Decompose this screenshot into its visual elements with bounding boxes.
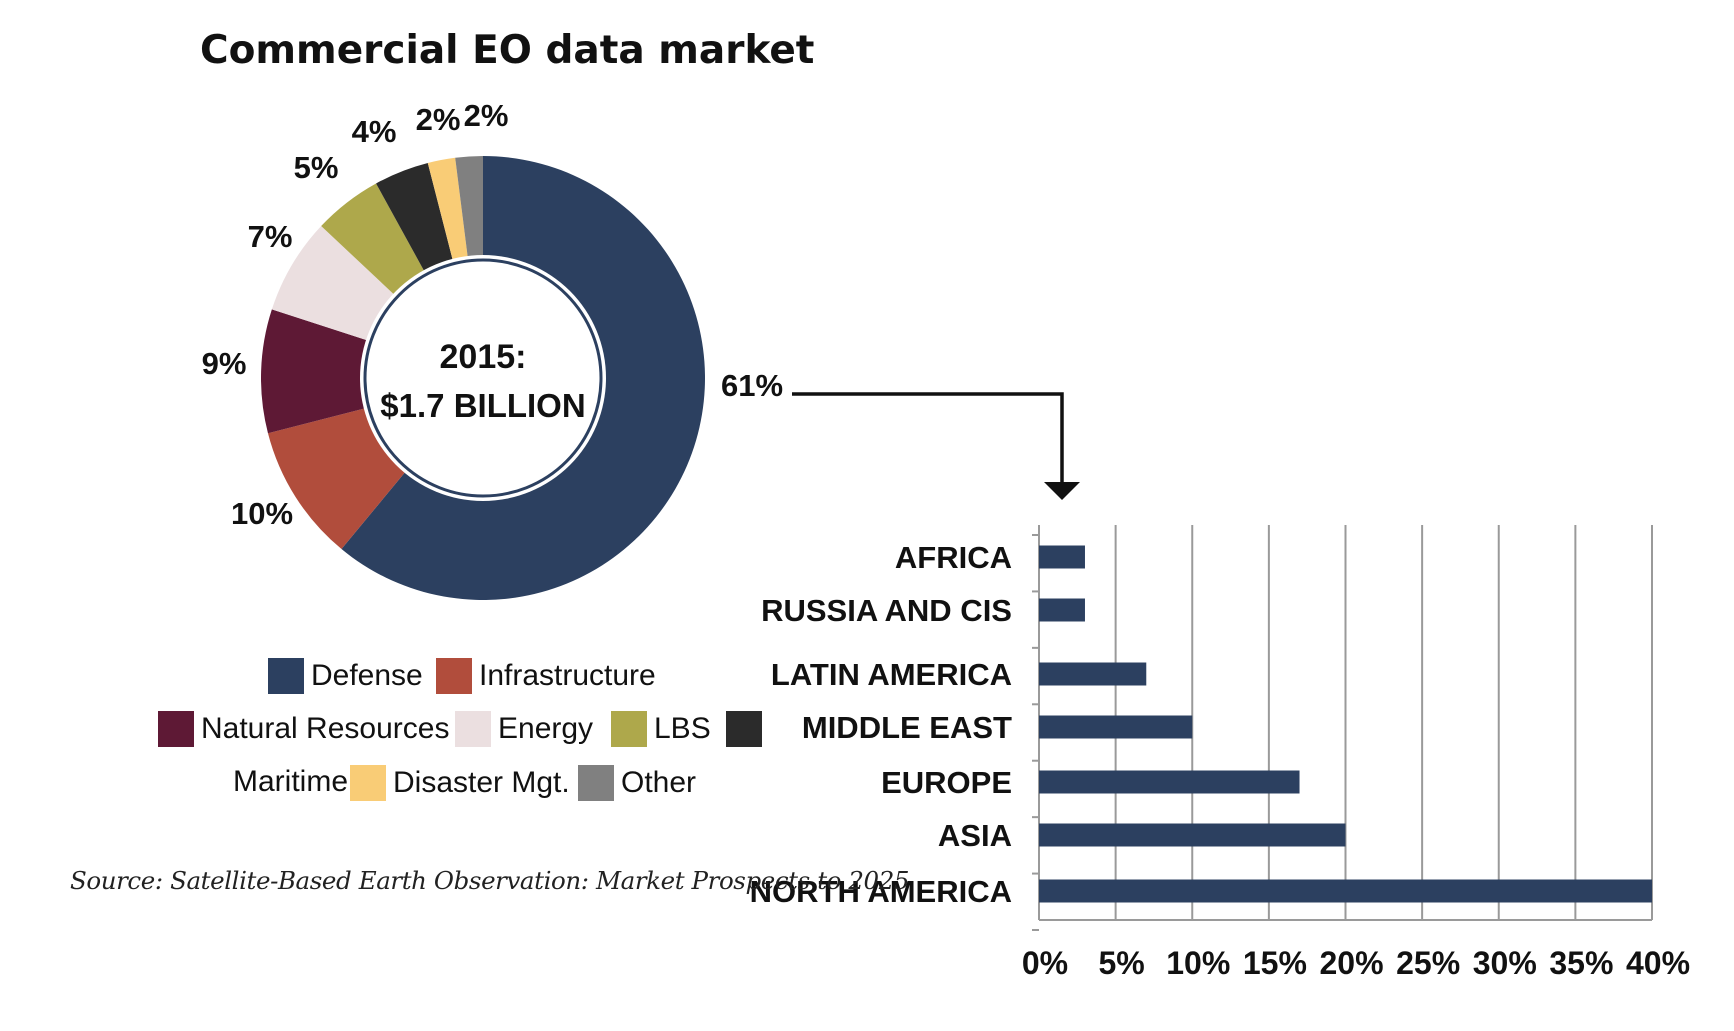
y-category-label: RUSSIA AND CIS [761, 593, 1012, 628]
pie-slice-disaster-mgt- [427, 157, 468, 260]
pie-slice-other [455, 156, 483, 257]
legend-swatch [436, 658, 472, 694]
pie-slice-label: 4% [352, 114, 397, 149]
legend-label: LBS [654, 712, 711, 745]
legend-item-infrastructure: Infrastructure [436, 658, 656, 694]
y-category-label: NORTH AMERICA [750, 874, 1012, 909]
legend-swatch [578, 765, 614, 801]
donut-chart: 61% 10% 9% 7%5% 4% 2% 2% 2015: $1.7 BILLION [202, 98, 783, 600]
legend-label: Other [621, 766, 697, 799]
legend-label: Infrastructure [479, 659, 656, 692]
bar-chart: 0% 5% 10% 15% 20% 25% 30% 35% 40% AFRICA RUSSIA AN… [750, 525, 1690, 981]
pie-slice-label: 2% [416, 102, 461, 137]
bar-europe [1039, 770, 1300, 794]
legend-swatch [268, 658, 304, 694]
x-tick-label: 10% [1166, 945, 1230, 981]
center-label-value: $1.7 BILLION [380, 387, 585, 424]
legend-swatch [158, 711, 194, 747]
y-category-label: AFRICA [895, 540, 1012, 575]
legend-item-natural-resources: Natural Resources [158, 711, 449, 747]
pie-slice-lbs [321, 183, 425, 295]
legend-item-maritime: Maritime [233, 765, 348, 799]
pie-slice-infrastructure [267, 408, 406, 550]
x-tick-label: 20% [1319, 945, 1383, 981]
connector-arrow [792, 392, 1080, 500]
legend-swatch [455, 711, 491, 747]
y-category-label: EUROPE [881, 765, 1012, 800]
center-label-year: 2015: [440, 338, 527, 376]
y-category-label: LATIN AMERICA [771, 657, 1012, 692]
legend-item-other: Other [578, 765, 696, 801]
x-tick-label: 5% [1099, 945, 1145, 981]
pie-chart-title: Commercial EO data market [200, 28, 815, 73]
donut-inner-ring [363, 258, 603, 498]
bar-africa [1039, 545, 1085, 569]
legend-label: Energy [498, 712, 594, 745]
pie-slice-energy [271, 226, 395, 341]
bar-russia-and-cis [1039, 598, 1085, 622]
legend-item-disaster: Disaster Mgt. [350, 765, 570, 801]
donut-hole [360, 255, 606, 501]
x-tick-label: 25% [1396, 945, 1460, 981]
pie-slice-label: 7% [248, 219, 293, 254]
pie-slice-label: 10% [231, 496, 293, 531]
legend-item-energy: Energy [455, 711, 593, 747]
legend-swatch [611, 711, 647, 747]
legend-item-lbs: LBS [611, 711, 711, 747]
bar-north-america [1039, 879, 1652, 903]
x-tick-label: 0% [1022, 945, 1068, 981]
pie-slice-label: 2% [464, 98, 509, 133]
x-tick-label: 35% [1549, 945, 1613, 981]
pie-slice-label: 9% [202, 346, 247, 381]
y-category-label: MIDDLE EAST [802, 710, 1012, 745]
legend-label: Natural Resources [201, 712, 450, 745]
connector-line [792, 392, 1064, 482]
bar-asia [1039, 823, 1346, 847]
legend-item-maritime-swatch [726, 711, 769, 747]
legend-label: Disaster Mgt. [393, 766, 570, 799]
bar-middle-east [1039, 715, 1193, 739]
pie-slice-label: 61% [721, 368, 783, 403]
x-tick-label: 15% [1243, 945, 1307, 981]
source-caption: Source: Satellite-Based Earth Observatio… [70, 866, 910, 895]
legend-swatch [726, 711, 762, 747]
y-category-label: ASIA [938, 818, 1012, 853]
arrow-head-icon [1044, 482, 1080, 500]
bar-latin-america [1039, 662, 1147, 686]
pie-slice-natural-resources [261, 309, 367, 434]
x-tick-label: 30% [1473, 945, 1537, 981]
x-tick-label: 40% [1626, 945, 1690, 981]
legend-label: Maritime [233, 765, 349, 798]
legend-item-defense: Defense [268, 658, 423, 694]
legend-label: Defense [311, 659, 423, 692]
pie-slice-maritime [376, 162, 453, 272]
pie-slice-label: 5% [294, 150, 339, 185]
legend-swatch [350, 765, 386, 801]
